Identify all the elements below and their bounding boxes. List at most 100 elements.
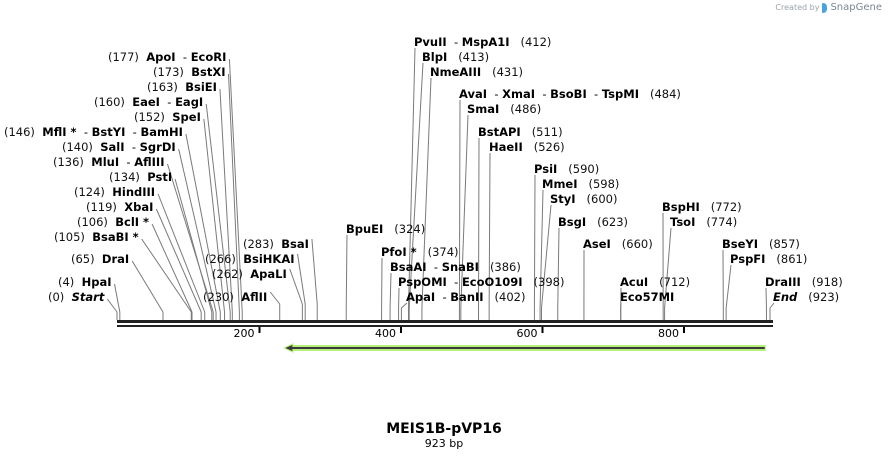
enzyme-label[interactable]: (124) HindIII — [74, 185, 155, 199]
enzyme-label[interactable]: AseI (660) — [583, 237, 653, 251]
enzyme-label[interactable]: PspFI (861) — [730, 252, 807, 266]
enzyme-label[interactable]: BsaAI - SnaBI (386) — [390, 260, 521, 274]
enzyme-name: BsgI — [558, 215, 587, 229]
enzyme-label[interactable]: PfoI * (374) — [381, 245, 459, 259]
cut-position: (526) — [533, 140, 565, 154]
cut-position: (134) — [109, 170, 140, 184]
enzyme-name: BstYI — [91, 125, 126, 139]
enzyme-name: BsiHKAI — [243, 252, 295, 266]
cut-position: (262) — [212, 267, 243, 281]
cut-line — [460, 114, 469, 309]
enzyme-label[interactable]: PsiI (590) — [534, 162, 599, 176]
enzyme-name: EaeI — [132, 95, 160, 109]
enzyme-label[interactable]: (230) AflII — [203, 290, 267, 304]
enzyme-label[interactable]: (173) BstXI — [153, 65, 226, 79]
enzyme-name: SgrDI — [139, 140, 176, 154]
enzyme-name: EagI — [175, 95, 204, 109]
cut-position: (65) — [71, 252, 95, 266]
enzyme-name: StyI — [550, 192, 576, 206]
cut-line — [297, 253, 306, 305]
enzyme-label[interactable]: (152) SpeI — [134, 110, 201, 124]
enzyme-label[interactable]: StyI (600) — [550, 192, 617, 206]
enzyme-label[interactable]: (177) ApoI - EcoRI — [108, 50, 227, 64]
enzyme-name: MspA1I — [461, 35, 510, 49]
enzyme-label[interactable]: SmaI (486) — [467, 102, 541, 116]
cut-position: (173) — [153, 65, 184, 79]
enzyme-label[interactable]: Eco57MI — [620, 290, 674, 304]
enzyme-label[interactable]: (146) MflI * - BstYI - BamHI — [4, 125, 183, 139]
enzyme-name: BanII — [450, 290, 484, 304]
cut-position: (600) — [586, 192, 618, 206]
cut-line — [167, 163, 214, 313]
enzyme-label[interactable]: (0) Start — [48, 290, 104, 304]
cut-position: (105) — [54, 230, 85, 244]
enzyme-name: SalI — [100, 140, 125, 154]
enzyme-label[interactable]: ApaI - BanII (402) — [406, 290, 526, 304]
enzyme-label[interactable]: TsoI (774) — [670, 215, 737, 229]
enzyme-label[interactable]: (140) SalI - SgrDI — [62, 140, 176, 154]
enzyme-label[interactable]: BpuEI (324) — [346, 222, 425, 236]
enzyme-label[interactable]: (163) BsiEI — [147, 80, 217, 94]
enzyme-label[interactable]: HaeII (526) — [489, 140, 565, 154]
enzyme-label[interactable]: (4) HpaI — [58, 275, 112, 289]
enzyme-label[interactable]: (262) ApaLI — [212, 267, 287, 281]
cut-position: (590) — [568, 162, 600, 176]
cut-position: (623) — [597, 215, 629, 229]
cut-position: (511) — [531, 125, 563, 139]
cut-line — [157, 193, 206, 313]
enzyme-name: BstXI — [191, 65, 226, 79]
cut-position: (412) — [520, 35, 552, 49]
enzyme-name: BclI * — [115, 215, 150, 229]
enzyme-name: HaeII — [489, 140, 523, 154]
cut-position: (324) — [394, 222, 426, 236]
cut-line — [401, 302, 408, 309]
enzyme-name: BamHI — [140, 125, 183, 139]
construct-length: 923 bp — [424, 437, 464, 450]
cut-line — [421, 77, 432, 309]
cut-line — [219, 88, 233, 313]
cut-line — [114, 283, 121, 313]
enzyme-name: AvaI — [459, 87, 488, 101]
enzyme-label[interactable]: AcuI (712) — [620, 275, 690, 289]
enzyme-label[interactable]: BspHI (772) — [662, 200, 742, 214]
enzyme-label[interactable]: BlpI (413) — [422, 50, 489, 64]
cut-line — [106, 298, 118, 313]
enzyme-label[interactable]: End (923) — [773, 290, 839, 304]
enzyme-label[interactable]: (283) BsaI — [243, 237, 309, 251]
enzyme-name: Start — [71, 290, 105, 304]
ruler-tick — [682, 327, 685, 333]
enzyme-name: NmeAIII — [430, 65, 482, 79]
enzyme-label[interactable]: (105) BsaBI * — [54, 230, 139, 244]
enzyme-label[interactable]: MmeI (598) — [542, 177, 619, 191]
cut-position: (660) — [621, 237, 653, 251]
enzyme-label[interactable]: (134) PstI — [109, 170, 172, 184]
cut-position: (106) — [77, 215, 108, 229]
credit-brand: SnapGene — [830, 2, 882, 13]
cut-line — [408, 62, 424, 309]
cut-line — [540, 204, 552, 309]
enzyme-label[interactable]: NmeAIII (431) — [430, 65, 523, 79]
enzyme-label[interactable]: AvaI - XmaI - BsoBI - TspMI (484) — [459, 87, 681, 101]
enzyme-label[interactable]: (119) XbaI — [86, 200, 153, 214]
enzyme-label[interactable]: (136) MluI - AflIII — [53, 155, 165, 169]
enzyme-label[interactable]: PvuII - MspA1I (412) — [414, 35, 552, 49]
ruler-tick-label: 800 — [657, 327, 679, 340]
enzyme-label[interactable]: (106) BclI * — [77, 215, 149, 229]
cut-line — [539, 189, 544, 309]
cut-position: (119) — [86, 200, 117, 214]
enzyme-label[interactable]: BstAPI (511) — [478, 125, 563, 139]
enzyme-label[interactable]: BsgI (623) — [558, 215, 628, 229]
enzyme-label[interactable]: (160) EaeI - EagI — [94, 95, 204, 109]
cut-position: (431) — [492, 65, 524, 79]
enzyme-label[interactable]: DraIII (918) — [765, 275, 843, 289]
enzyme-label[interactable]: PspOMI - EcoO109I (398) — [398, 275, 565, 289]
enzyme-label[interactable]: BseYI (857) — [722, 237, 800, 251]
enzyme-name: EcoO109I — [461, 275, 523, 289]
enzyme-name: BsaBI * — [92, 230, 139, 244]
enzyme-label[interactable]: (266) BsiHKAI — [205, 252, 295, 266]
enzyme-label[interactable]: (65) DraI — [71, 252, 129, 266]
cut-line — [131, 260, 164, 313]
backbone-bottom — [117, 325, 773, 327]
enzyme-name: HpaI — [81, 275, 112, 289]
